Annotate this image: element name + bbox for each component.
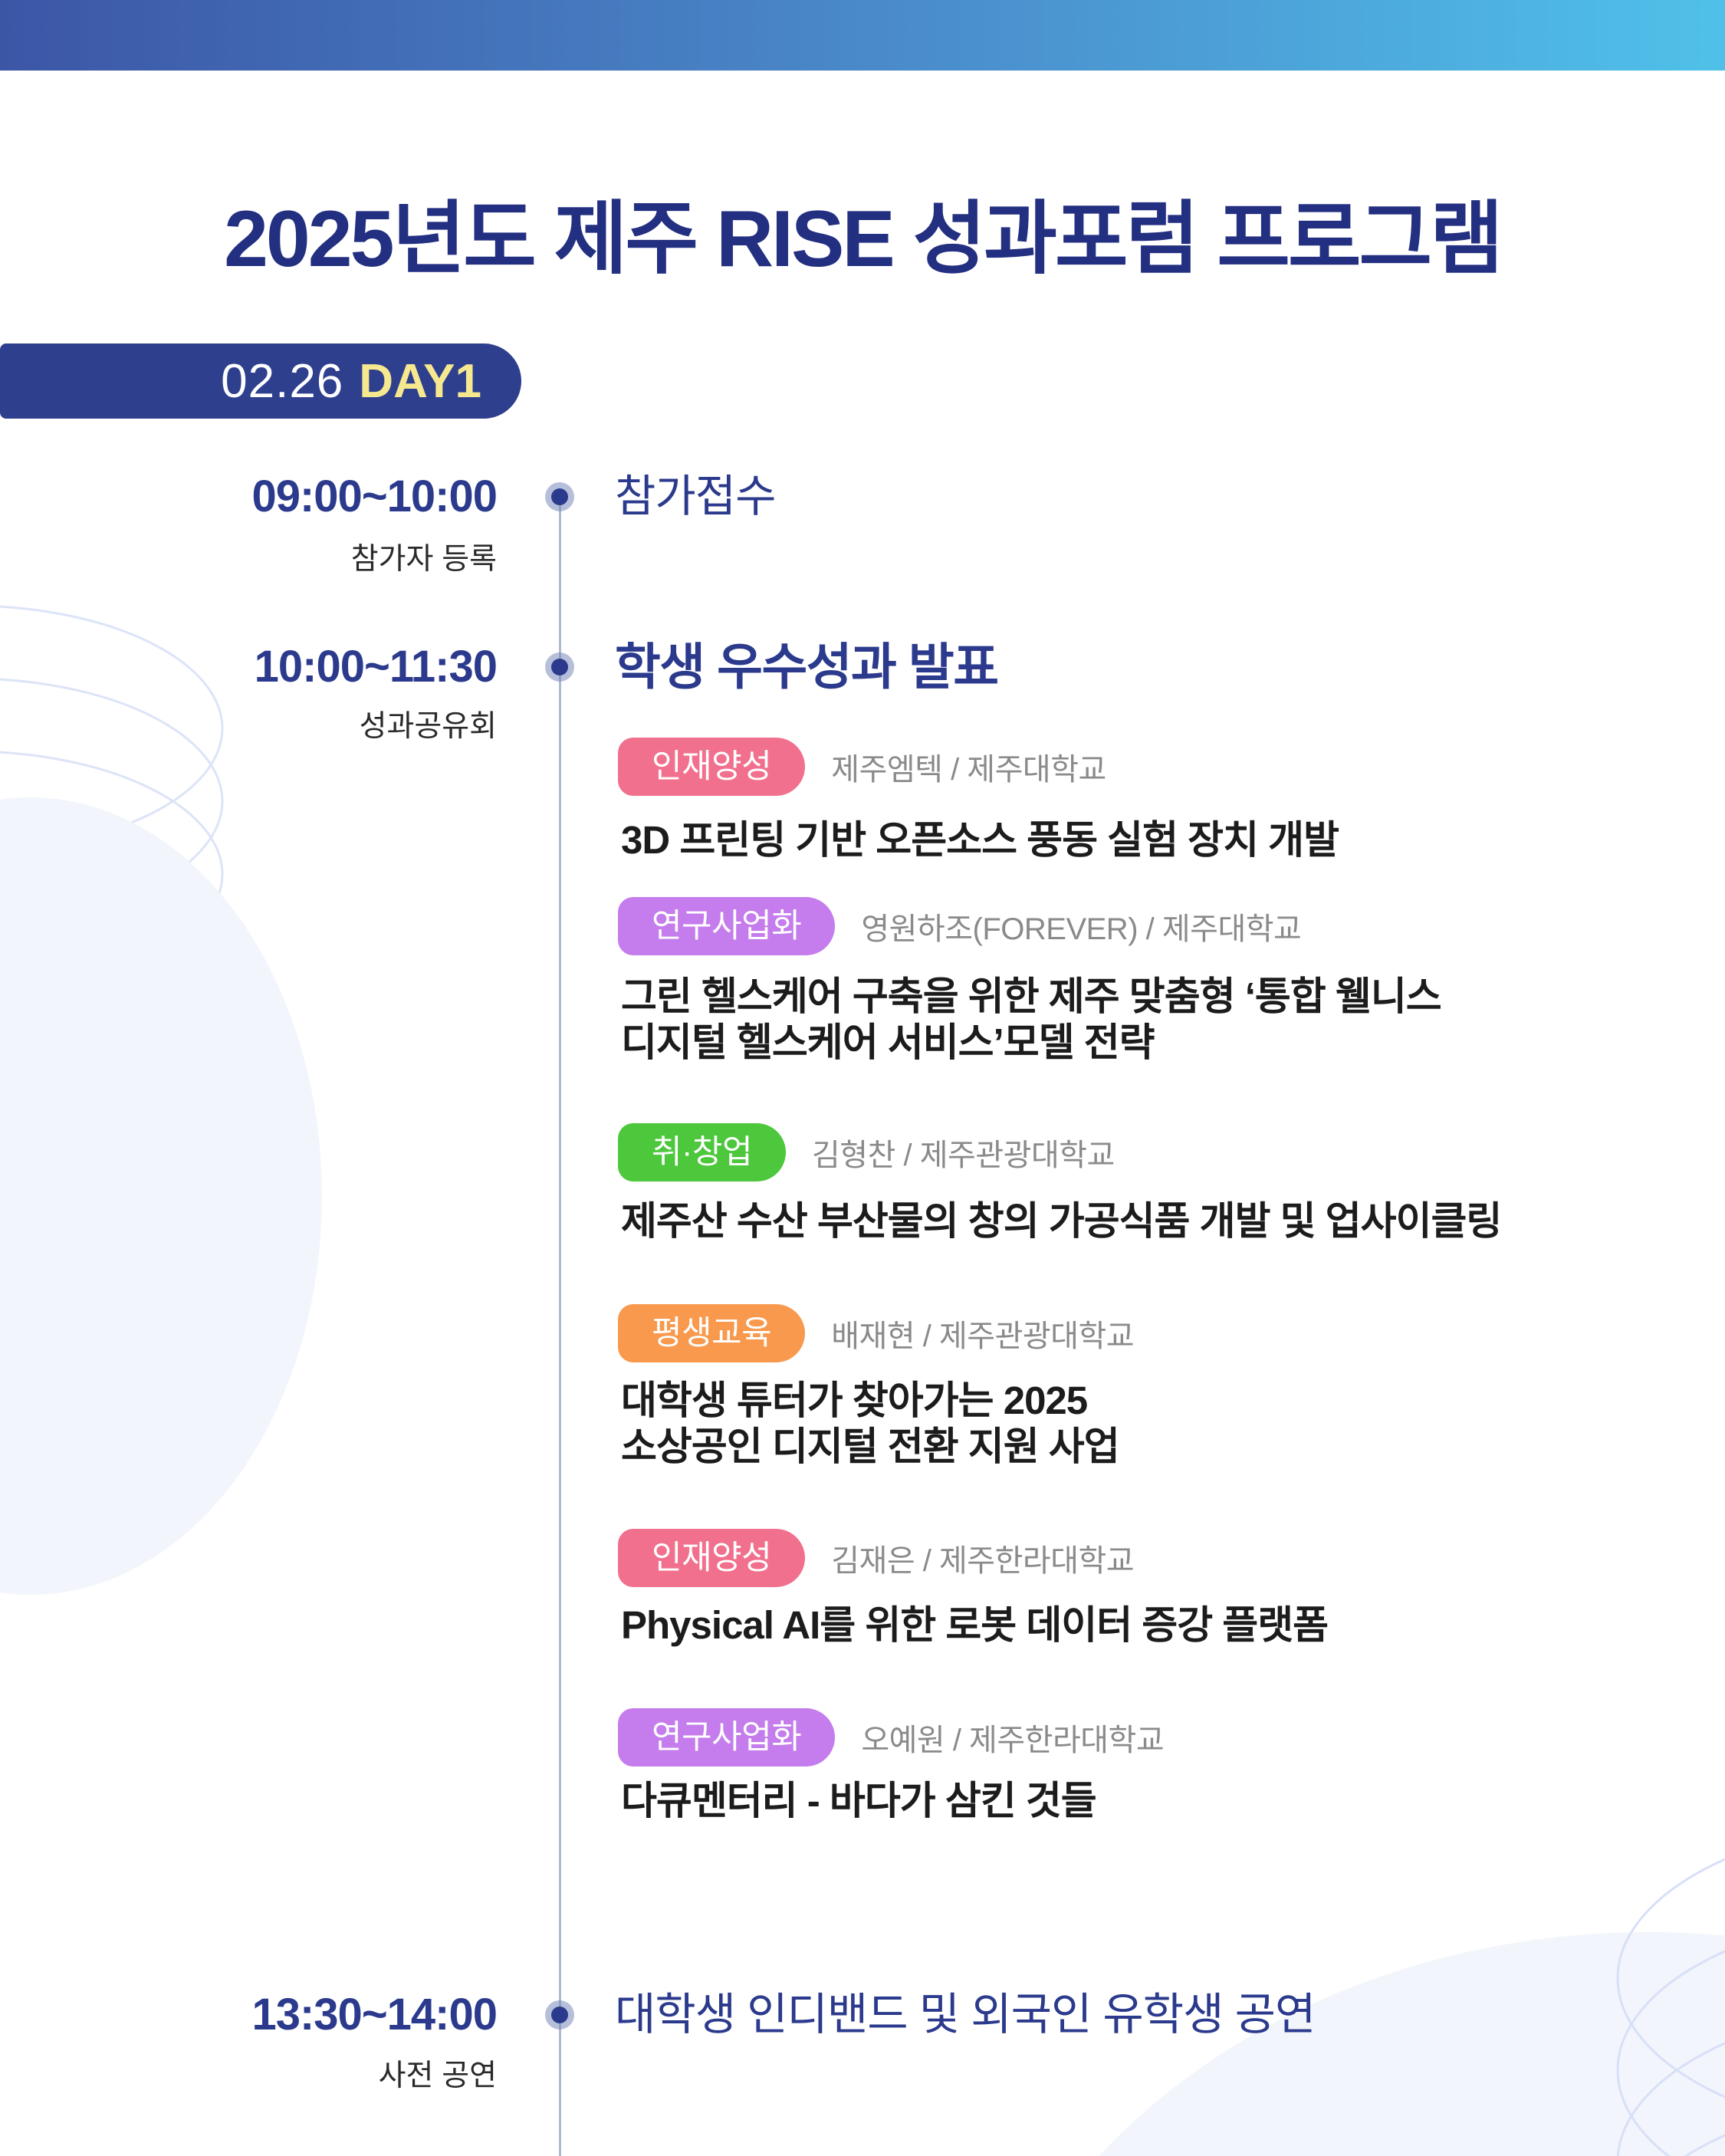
session-2-subtitle: 성과공유회: [359, 710, 497, 743]
category-badge: 인재양성: [618, 738, 806, 796]
presentation-item-header: 연구사업화 영원하조(FOREVER) / 제주대학교: [618, 897, 1302, 955]
presentation-item-header: 평생교육 배재현 / 제주관광대학교: [618, 1304, 1135, 1362]
category-badge: 평생교육: [618, 1304, 806, 1362]
day-badge-label: DAY1: [359, 354, 481, 408]
presentation-item-header: 인재양성 김재은 / 제주한라대학교: [618, 1529, 1135, 1587]
day-badge-date: 02.26: [221, 354, 344, 408]
presenter-label: 영원하조(FOREVER) / 제주대학교: [861, 912, 1302, 946]
presentation-title-line: 디지털 헬스케어 서비스’모델 전략: [621, 1020, 1155, 1064]
session-2-time: 10:00~11:30: [254, 642, 498, 692]
presenter-label: 김형찬 / 제주관광대학교: [812, 1139, 1115, 1172]
timeline-dot: [545, 482, 574, 511]
bottom-right-blob-decoration: [1099, 1932, 1725, 2156]
session-3-subtitle: 사전 공연: [378, 2059, 497, 2092]
session-1-time: 09:00~10:00: [251, 472, 498, 521]
category-badge: 연구사업화: [618, 897, 836, 955]
timeline-dot: [545, 2000, 574, 2029]
presenter-label: 배재현 / 제주관광대학교: [831, 1320, 1135, 1353]
category-badge: 취·창업: [618, 1123, 786, 1182]
presentation-item-header: 연구사업화 오예원 / 제주한라대학교: [618, 1708, 1165, 1767]
day-badge: 02.26 DAY1: [0, 343, 521, 419]
presenter-label: 김재은 / 제주한라대학교: [831, 1544, 1135, 1578]
presentation-title: 대학생 튜터가 찾아가는 2025 소상공인 디지털 전환 지원 사업: [621, 1378, 1120, 1470]
session-2-heading: 학생 우수성과 발표: [615, 639, 999, 695]
presenter-label: 오예원 / 제주한라대학교: [861, 1724, 1165, 1757]
page-title: 2025년도 제주 RISE 성과포럼 프로그램: [224, 195, 1503, 284]
presentation-title-line: 소상공인 디지털 전환 지원 사업: [621, 1425, 1120, 1468]
session-1-subtitle: 참가자 등록: [350, 543, 497, 576]
presentation-title: 제주산 수산 부산물의 창의 가공식품 개발 및 업사이클링: [621, 1199, 1502, 1243]
left-blob-decoration: [0, 797, 322, 1595]
presentation-title: 3D 프린팅 기반 오픈소스 풍동 실험 장치 개발: [621, 818, 1339, 862]
timeline-line: [559, 497, 561, 2156]
presenter-label: 제주엠텍 / 제주대학교: [831, 753, 1106, 787]
session-3-label: 대학생 인디밴드 및 외국인 유학생 공연: [615, 1990, 1316, 2039]
presentation-item-header: 취·창업 김형찬 / 제주관광대학교: [618, 1123, 1115, 1182]
presentation-title-line: 그린 헬스케어 구축을 위한 제주 맞춤형 ‘통합 웰니스: [621, 974, 1442, 1018]
timeline-dot: [545, 652, 574, 682]
presentation-item-header: 인재양성 제주엠텍 / 제주대학교: [618, 738, 1106, 796]
presentation-title: 다큐멘터리 - 바다가 삼킨 것들: [621, 1779, 1097, 1822]
right-rings-decoration: [1616, 1858, 1725, 2156]
presentation-title-line: 대학생 튜터가 찾아가는 2025: [621, 1379, 1088, 1422]
category-badge: 연구사업화: [618, 1708, 836, 1767]
session-3-time: 13:30~14:00: [251, 1990, 498, 2039]
session-1-label: 참가접수: [615, 472, 776, 521]
presentation-title: 그린 헬스케어 구축을 위한 제주 맞춤형 ‘통합 웰니스 디지털 헬스케어 서…: [621, 974, 1442, 1066]
category-badge: 인재양성: [618, 1529, 806, 1587]
presentation-title: Physical AI를 위한 로봇 데이터 증강 플랫폼: [621, 1603, 1329, 1647]
top-gradient-bar: [0, 0, 1725, 71]
